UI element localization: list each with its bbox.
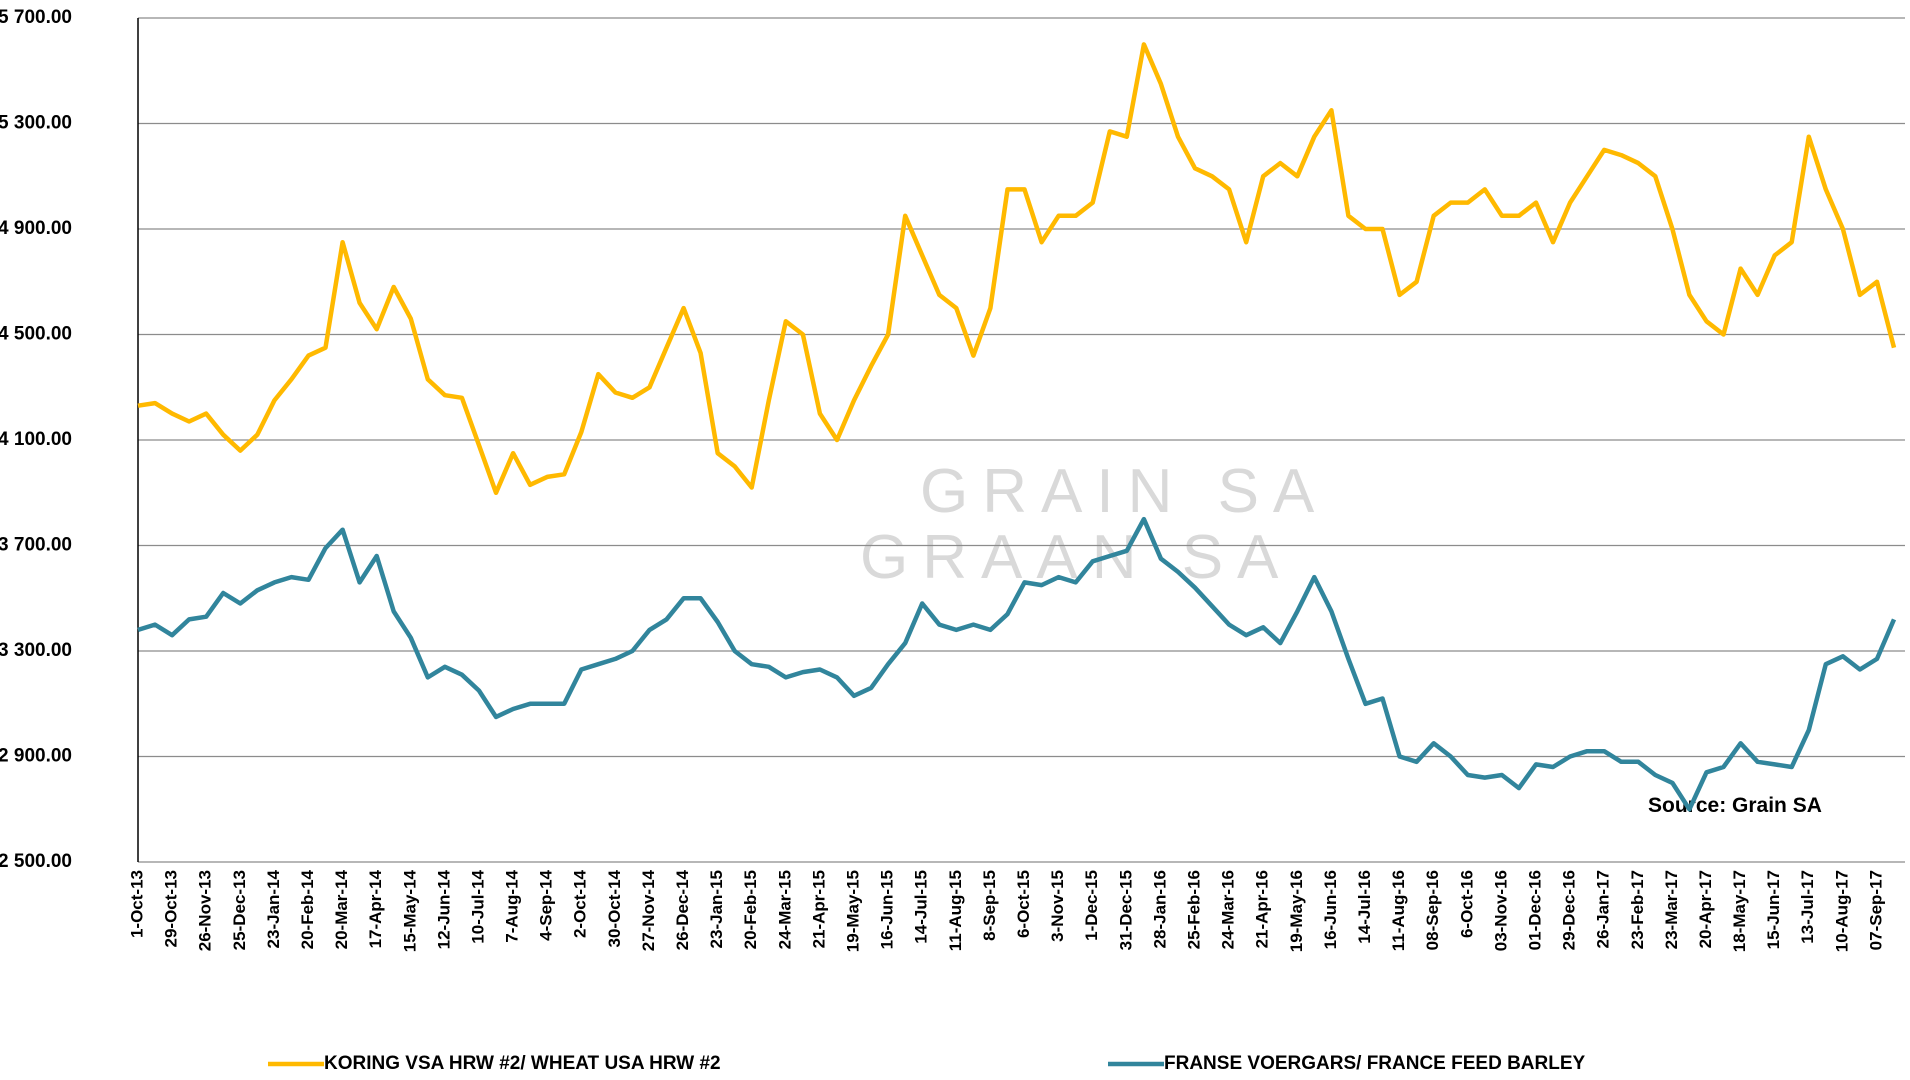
x-tick-label: 31-Dec-15	[1116, 870, 1135, 950]
x-tick-label: 6-Oct-15	[1014, 870, 1033, 938]
x-tick-label: 27-Nov-14	[639, 869, 658, 951]
x-tick-label: 11-Aug-15	[946, 870, 965, 951]
source-note: Source: Grain SA	[1648, 794, 1822, 817]
x-tick-label: 19-May-16	[1287, 870, 1306, 952]
x-tick-label: 20-Feb-15	[741, 870, 760, 949]
x-tick-label: 13-Jul-17	[1798, 870, 1817, 944]
x-tick-label: 26-Jan-17	[1594, 870, 1613, 948]
series-line	[137, 42, 1897, 496]
x-tick-label: 21-Apr-15	[809, 870, 828, 948]
x-tick-label: 28-Jan-16	[1150, 870, 1169, 948]
x-tick-label: 29-Dec-16	[1560, 870, 1579, 950]
x-tick-label: 10-Aug-17	[1832, 870, 1851, 952]
x-tick-label: 18-May-17	[1730, 870, 1749, 952]
x-tick-label: 26-Dec-14	[673, 869, 692, 950]
legend-label: KORING VSA HRW #2/ WHEAT USA HRW #2	[324, 1053, 721, 1074]
x-tick-label: 29-Oct-13	[162, 870, 181, 947]
watermark: GRAIN SA	[920, 457, 1328, 526]
x-tick-label: 8-Sep-15	[980, 870, 999, 941]
y-tick-label: 2 500.00	[0, 851, 72, 872]
legend-label: FRANSE VOERGARS/ FRANCE FEED BARLEY	[1164, 1053, 1586, 1074]
x-tick-label: 2-Oct-14	[571, 869, 590, 938]
x-tick-label: 14-Jul-15	[912, 870, 931, 944]
y-tick-label: 5 700.00	[0, 7, 72, 28]
x-tick-label: 01-Dec-16	[1525, 870, 1544, 950]
x-tick-label: 24-Mar-15	[775, 870, 794, 949]
x-tick-label: 7-Aug-14	[503, 869, 522, 942]
x-tick-label: 25-Dec-13	[230, 870, 249, 950]
x-tick-label: 16-Jun-15	[878, 870, 897, 949]
y-tick-label: 3 300.00	[0, 640, 72, 661]
x-tick-label: 10-Jul-14	[468, 869, 487, 943]
y-tick-label: 4 100.00	[0, 429, 72, 450]
x-tick-label: 24-Mar-16	[1219, 870, 1238, 949]
x-tick-label: 6-Oct-16	[1457, 870, 1476, 938]
x-tick-label: 07-Sep-17	[1866, 870, 1885, 950]
x-tick-label: 30-Oct-14	[605, 869, 624, 947]
x-tick-label: 12-Jun-14	[434, 869, 453, 949]
x-tick-label: 14-Jul-16	[1355, 870, 1374, 944]
y-tick-label: 4 500.00	[0, 324, 72, 345]
x-tick-label: 21-Apr-16	[1253, 870, 1272, 948]
y-tick-label: 4 900.00	[0, 218, 72, 239]
x-tick-label: 08-Sep-16	[1423, 870, 1442, 950]
x-tick-label: 03-Nov-16	[1491, 870, 1510, 951]
x-tick-label: 20-Apr-17	[1696, 870, 1715, 948]
x-tick-label: 20-Feb-14	[298, 869, 317, 949]
x-tick-label: 17-Apr-14	[366, 869, 385, 948]
y-tick-label: 3 700.00	[0, 535, 72, 556]
x-tick-label: 11-Aug-16	[1389, 870, 1408, 951]
x-tick-label: 25-Feb-16	[1184, 870, 1203, 949]
x-tick-label: 23-Mar-17	[1662, 870, 1681, 949]
y-tick-label: 5 300.00	[0, 113, 72, 134]
x-tick-label: 15-May-14	[400, 869, 419, 952]
x-tick-label: 1-Oct-13	[127, 870, 146, 938]
x-tick-label: 3-Nov-15	[1048, 870, 1067, 942]
x-tick-label: 26-Nov-13	[196, 870, 215, 951]
x-tick-label: 23-Jan-15	[707, 870, 726, 948]
x-tick-label: 20-Mar-14	[332, 869, 351, 949]
x-tick-label: 1-Dec-15	[1082, 870, 1101, 941]
series-line	[137, 516, 1897, 812]
x-tick-label: 15-Jun-17	[1764, 870, 1783, 949]
y-tick-label: 2 900.00	[0, 746, 72, 767]
x-tick-label: 23-Feb-17	[1628, 870, 1647, 949]
x-tick-label: 19-May-15	[844, 870, 863, 952]
x-tick-label: 23-Jan-14	[264, 869, 283, 948]
x-tick-label: 16-Jun-16	[1321, 870, 1340, 949]
x-tick-label: 4-Sep-14	[537, 869, 556, 940]
